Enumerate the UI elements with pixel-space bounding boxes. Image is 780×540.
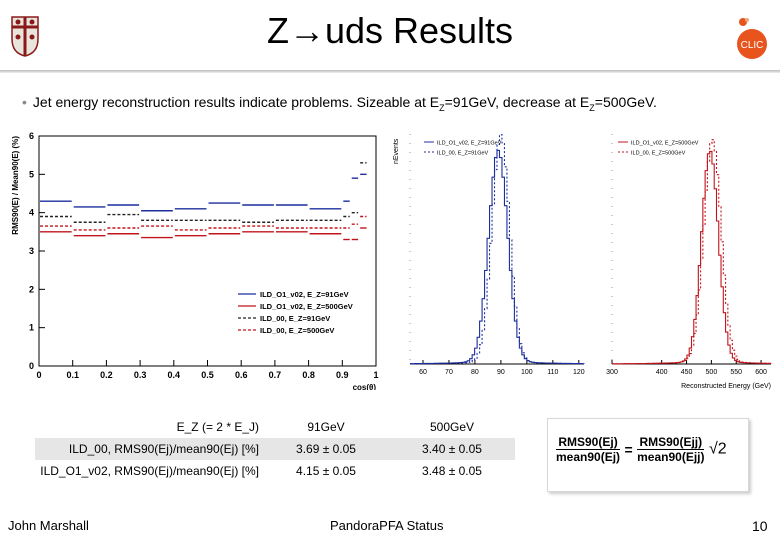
table-header-row: E_Z (= 2 * E_J) 91GeV 500GeV xyxy=(35,416,515,438)
x-tick-label: 80 xyxy=(471,369,479,376)
y-tick-label: 3 xyxy=(29,246,34,256)
row-value-91: 3.69 ± 0.05 xyxy=(263,438,389,460)
row-label: ILD_00, RMS90(Ej)/mean90(Ej) [%] xyxy=(35,438,263,460)
x-tick-label: 0.5 xyxy=(201,370,214,380)
x-tick-label: 0.1 xyxy=(66,370,79,380)
x-tick-label: 0.2 xyxy=(100,370,113,380)
x-tick-label: 0.8 xyxy=(302,370,315,380)
clic-logo-icon: CLIC xyxy=(737,18,767,59)
table-row: ILD_00, RMS90(Ej)/mean90(Ej) [%] 3.69 ± … xyxy=(35,438,515,460)
series-histogram xyxy=(410,149,585,365)
table-header-91gev: 91GeV xyxy=(307,420,345,434)
results-table: E_Z (= 2 * E_J) 91GeV 500GeV ILD_00, RMS… xyxy=(35,416,515,482)
legend-label: ILD_O1_v02, E_Z=500GeV xyxy=(260,302,353,311)
series-histogram xyxy=(612,150,772,365)
legend-label: ILD_00, E_Z=91GeV xyxy=(260,314,330,323)
x-tick-label: 600 xyxy=(755,369,767,376)
x-tick-label: 60 xyxy=(419,369,427,376)
x-tick-label: 0.6 xyxy=(235,370,248,380)
series-histogram xyxy=(612,139,772,365)
x-tick-label: 100 xyxy=(521,369,533,376)
energy-distribution-chart: nEvents Reconstructed Energy (GeV) 60 70 80 9… xyxy=(386,120,778,390)
legend-label: ILD_O1_v02, E_Z=91GeV xyxy=(260,290,349,299)
formula-rhs: RMS90(Ejj) mean90(Ejj) xyxy=(637,435,705,464)
table-row: ILD_O1_v02, RMS90(Ej)/mean90(Ej) [%] 4.1… xyxy=(35,460,515,482)
series-histogram xyxy=(410,134,585,365)
title-divider xyxy=(0,70,780,73)
table-header-label: E_Z (= 2 * E_J) xyxy=(176,420,259,434)
x-tick-label: 300 xyxy=(606,369,618,376)
resolution-vs-costheta-chart: 0 0.1 0.2 0.3 0.4 0.5 0.6 0.7 0.8 0.9 1 0 1 2 3 4 5 6 cos(… xyxy=(6,118,400,390)
x-tick-label: 0.9 xyxy=(336,370,349,380)
x-tick-label: 500 xyxy=(706,369,718,376)
x-tick-label: 1 xyxy=(373,370,378,380)
x-tick-label: 90 xyxy=(497,369,505,376)
x-tick-label: 110 xyxy=(547,369,558,376)
legend-label: ILD_O1_v02, E_Z=91GeV xyxy=(437,141,502,147)
table-header-500gev: 500GeV xyxy=(429,420,475,434)
row-label: ILD_O1_v02, RMS90(Ej)/mean90(Ej) [%] xyxy=(40,464,259,478)
logo-text: CLIC xyxy=(741,40,764,51)
x-axis-label: Reconstructed Energy (GeV) xyxy=(681,383,771,390)
y-tick-label: 2 xyxy=(29,284,34,294)
sqrt-two: √2 xyxy=(708,440,727,458)
row-value-500: 3.48 ± 0.05 xyxy=(422,464,482,478)
university-crest-icon xyxy=(11,16,39,57)
y-tick-label: 4 xyxy=(29,208,34,218)
y-axis-label: RMS90(E) / Mean90(E) (%) xyxy=(11,136,20,235)
footer-author: John Marshall xyxy=(8,518,89,533)
footer-title: PandoraPFA Status xyxy=(330,518,444,533)
formula-lhs: RMS90(Ej) mean90(Ej) xyxy=(556,435,621,464)
page-number: 10 xyxy=(752,518,768,534)
row-value-91: 4.15 ± 0.05 xyxy=(296,464,356,478)
y-tick-label: 1 xyxy=(29,323,34,333)
legend-label: ILD_00, E_Z=500GeV xyxy=(260,326,334,335)
row-value-500: 3.40 ± 0.05 xyxy=(389,438,515,460)
x-tick-label: 120 xyxy=(573,369,585,376)
x-tick-label: 70 xyxy=(445,369,453,376)
legend-label: ILD_00, E_Z=91GeV xyxy=(437,151,489,157)
x-tick-label: 550 xyxy=(730,369,742,376)
x-tick-label: 0.4 xyxy=(168,370,181,380)
y-tick-label: 5 xyxy=(29,169,34,179)
bullet-text: • Jet energy reconstruction results indic… xyxy=(22,94,657,113)
slide-title: Z→uds Results xyxy=(266,10,514,51)
results-table-container: E_Z (= 2 * E_J) 91GeV 500GeV ILD_00, RMS… xyxy=(35,416,515,482)
x-tick-label: 400 xyxy=(656,369,668,376)
formula-box: RMS90(Ej) mean90(Ej) = RMS90(Ejj) mean90… xyxy=(547,418,749,492)
x-tick-label: 450 xyxy=(681,369,693,376)
x-tick-label: 0 xyxy=(36,370,41,380)
legend-label: ILD_00, E_Z=500GeV xyxy=(631,151,686,157)
y-tick-label: 0 xyxy=(29,361,34,371)
y-axis-label: nEvents xyxy=(393,138,400,164)
x-tick-label: 0.3 xyxy=(134,370,147,380)
x-axis-label: cos(θ) xyxy=(353,383,377,390)
legend-label: ILD_O1_v02, E_Z=500GeV xyxy=(631,141,699,147)
x-tick-label: 0.7 xyxy=(269,370,282,380)
y-tick-label: 6 xyxy=(29,131,34,141)
